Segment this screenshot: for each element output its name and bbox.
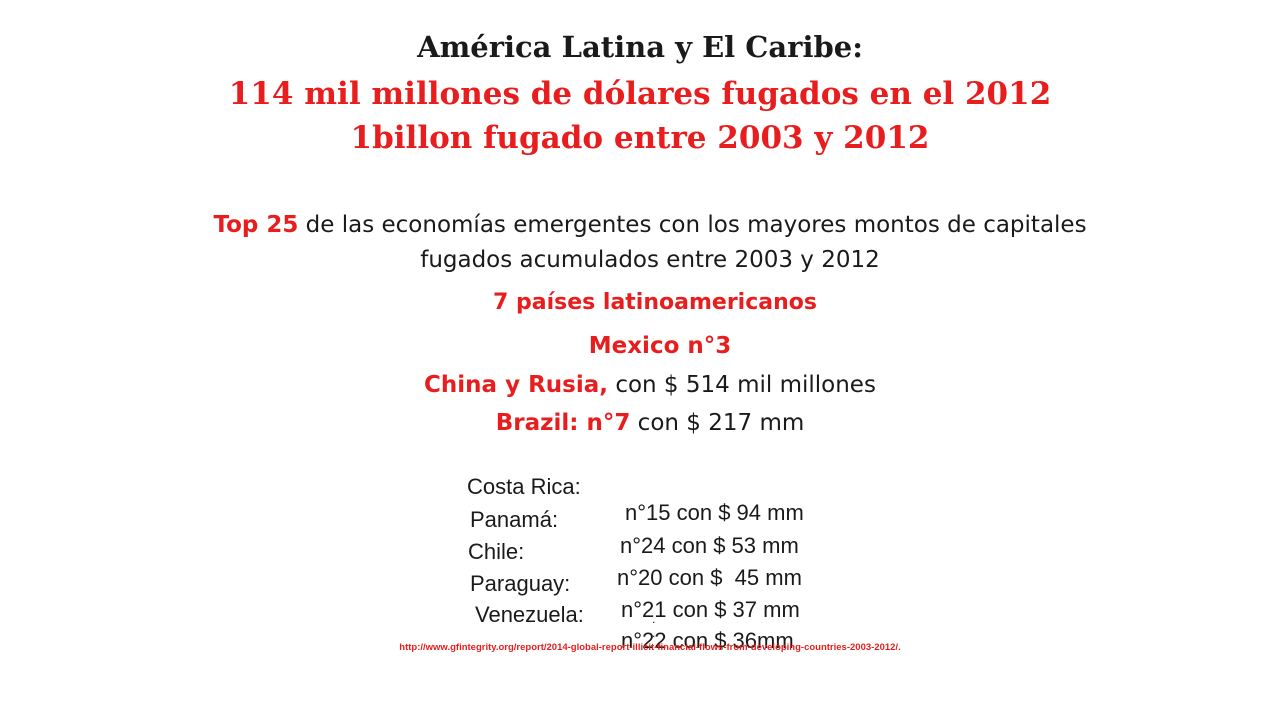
country-detail: n°20 con $ 45 mm [617,565,802,590]
country-detail: n°15 con $ 94 mm [625,500,804,525]
intro-line-1: Top 25 de las economías emergentes con l… [10,212,1280,238]
country-name: Costa Rica: [467,474,581,499]
title-line-2: 114 mil millones de dólares fugados en e… [228,76,1052,112]
country-name: Panamá: [470,507,559,532]
country-row: Panamá: n°24 con $ 53 mm [470,481,799,585]
country-row: Chile: n°20 con $ 45 mm [468,513,802,617]
brazil-text: con $ 217 mm [630,410,805,436]
brazil-line: Brazil: n°7 con $ 217 mm [10,410,1280,436]
brazil-label: Brazil: n°7 [495,410,631,436]
country-row: Paraguay: n°21 con $ 37 mm [470,545,800,649]
intro-line-2: fugados acumulados entre 2003 y 2012 [420,247,880,273]
dot-separator: . [652,612,656,626]
country-row: Costa Rica: n°15 con $ 94 mm [467,448,804,552]
china-russia-label: China y Rusia, [424,372,609,398]
country-row: Venezuela: n°22 con $ 36mm [475,576,794,680]
title-line-1: América Latina y El Caribe: [417,30,863,64]
latam-count: 7 países latinoamericanos [493,290,817,315]
country-name: Chile: [468,539,525,564]
intro-highlight: Top 25 [213,212,299,238]
country-name: Paraguay: [470,571,571,596]
country-detail: n°22 con $ 36mm [621,628,794,653]
intro-text-1: de las economías emergentes con los mayo… [298,212,1087,238]
china-russia-line: China y Rusia, con $ 514 mil millones [10,372,1280,398]
dot-separator: . [652,626,656,640]
country-name: Venezuela: [475,602,584,627]
mexico-rank: Mexico n°3 [588,333,732,359]
title-line-3: 1billon fugado entre 2003 y 2012 [350,120,930,156]
source-link[interactable]: http://www.gfintegrity.org/report/2014-g… [399,642,901,653]
country-detail: n°24 con $ 53 mm [620,533,799,558]
country-detail: n°21 con $ 37 mm [621,597,800,622]
china-russia-text: con $ 514 mil millones [608,372,876,398]
